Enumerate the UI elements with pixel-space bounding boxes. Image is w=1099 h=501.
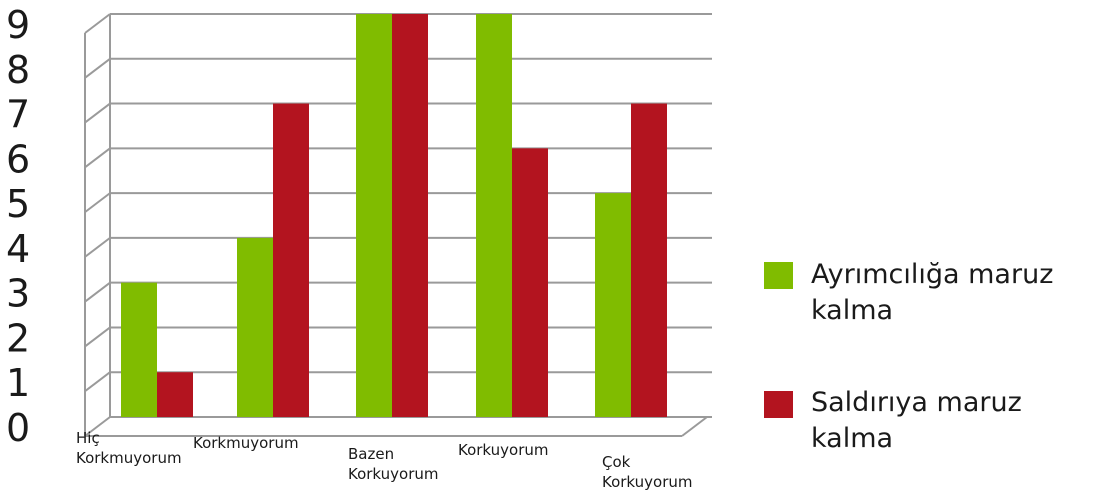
legend: Ayrımcılığa maruz kalma Saldırıya maruz kal… [764, 259, 1053, 454]
gridline-depth [84, 102, 111, 124]
y-tick-label: 5 [6, 182, 30, 226]
bar-series-1-4 [595, 193, 631, 417]
gridline-depth [84, 416, 111, 437]
y-tick-label: 0 [6, 406, 30, 450]
bar-series-2-0 [157, 372, 193, 417]
x-tick-label: Çok Korkuyorum [602, 453, 693, 491]
x-tick-label: Korkmuyorum [193, 434, 299, 452]
bar-series-1-0 [121, 282, 157, 417]
bar-series-1-1 [237, 237, 273, 417]
bars [121, 14, 667, 418]
bar-series-1-2 [356, 14, 392, 417]
y-tick-label: 2 [6, 316, 30, 360]
y-tick-label: 4 [6, 227, 30, 271]
bar-series-2-3 [512, 148, 548, 418]
gridline-depth [84, 13, 111, 34]
y-tick-label: 7 [6, 93, 30, 137]
gridline-depth [84, 237, 111, 258]
bar-series-2-4 [631, 103, 667, 418]
legend-label: Ayrımcılığa maruz kalma [811, 259, 1053, 326]
gridline-depth [84, 57, 111, 79]
y-tick-label: 1 [6, 361, 30, 405]
bar-series-1-3 [476, 14, 512, 417]
x-tick-label: Hiç Korkmuyorum [76, 429, 182, 467]
bar-series-2-2 [392, 14, 428, 417]
x-tick-label: Bazen Korkuyorum [348, 445, 439, 483]
x-axis-ticks: Hiç Korkmuyorum Korkmuyorum Bazen Korkuyorum… [76, 429, 693, 491]
gridline-depth [84, 371, 111, 393]
y-tick-label: 8 [6, 48, 30, 92]
bar-series-2-1 [273, 103, 309, 418]
y-tick-label: 9 [6, 3, 30, 47]
legend-label: Saldırıya maruz kalma [811, 387, 1022, 454]
gridline-depth [84, 192, 111, 213]
y-tick-label: 3 [6, 272, 30, 316]
floor-right-edge [681, 416, 708, 437]
x-tick-label: Korkuyorum [458, 441, 549, 459]
gridline-depth [84, 326, 111, 348]
gridline-depth [84, 281, 111, 303]
y-tick-label: 6 [6, 137, 30, 181]
legend-swatch [764, 391, 793, 418]
legend-swatch [764, 262, 793, 289]
gridline-depth [84, 147, 111, 169]
